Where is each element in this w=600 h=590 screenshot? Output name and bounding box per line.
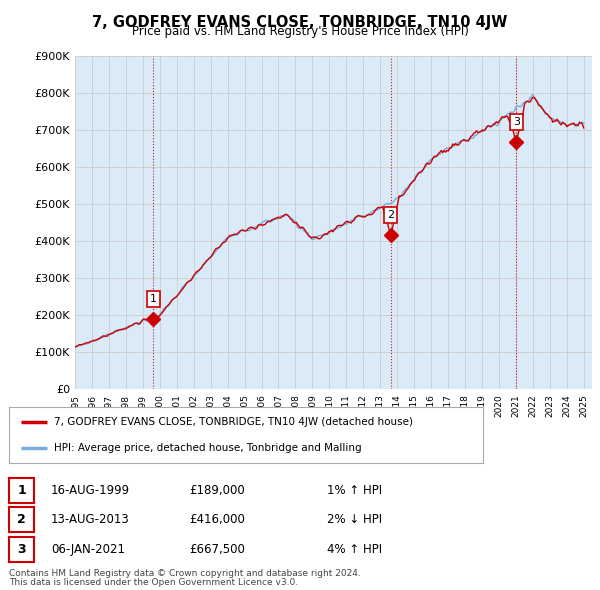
Text: £189,000: £189,000 [189, 484, 245, 497]
Text: £667,500: £667,500 [189, 543, 245, 556]
Text: 1: 1 [17, 484, 26, 497]
Text: 3: 3 [17, 543, 26, 556]
Text: 1% ↑ HPI: 1% ↑ HPI [327, 484, 382, 497]
Text: 7, GODFREY EVANS CLOSE, TONBRIDGE, TN10 4JW: 7, GODFREY EVANS CLOSE, TONBRIDGE, TN10 … [92, 15, 508, 30]
Text: 06-JAN-2021: 06-JAN-2021 [51, 543, 125, 556]
Text: 1: 1 [150, 294, 157, 304]
Text: 2: 2 [387, 210, 394, 220]
Text: £416,000: £416,000 [189, 513, 245, 526]
Text: HPI: Average price, detached house, Tonbridge and Malling: HPI: Average price, detached house, Tonb… [54, 443, 362, 453]
Text: This data is licensed under the Open Government Licence v3.0.: This data is licensed under the Open Gov… [9, 578, 298, 587]
Text: 16-AUG-1999: 16-AUG-1999 [51, 484, 130, 497]
Text: 2% ↓ HPI: 2% ↓ HPI [327, 513, 382, 526]
Text: 7, GODFREY EVANS CLOSE, TONBRIDGE, TN10 4JW (detached house): 7, GODFREY EVANS CLOSE, TONBRIDGE, TN10 … [54, 417, 413, 427]
Text: Contains HM Land Registry data © Crown copyright and database right 2024.: Contains HM Land Registry data © Crown c… [9, 569, 361, 578]
Text: 4% ↑ HPI: 4% ↑ HPI [327, 543, 382, 556]
Text: 13-AUG-2013: 13-AUG-2013 [51, 513, 130, 526]
Text: 3: 3 [513, 117, 520, 127]
Text: 2: 2 [17, 513, 26, 526]
Text: Price paid vs. HM Land Registry's House Price Index (HPI): Price paid vs. HM Land Registry's House … [131, 25, 469, 38]
